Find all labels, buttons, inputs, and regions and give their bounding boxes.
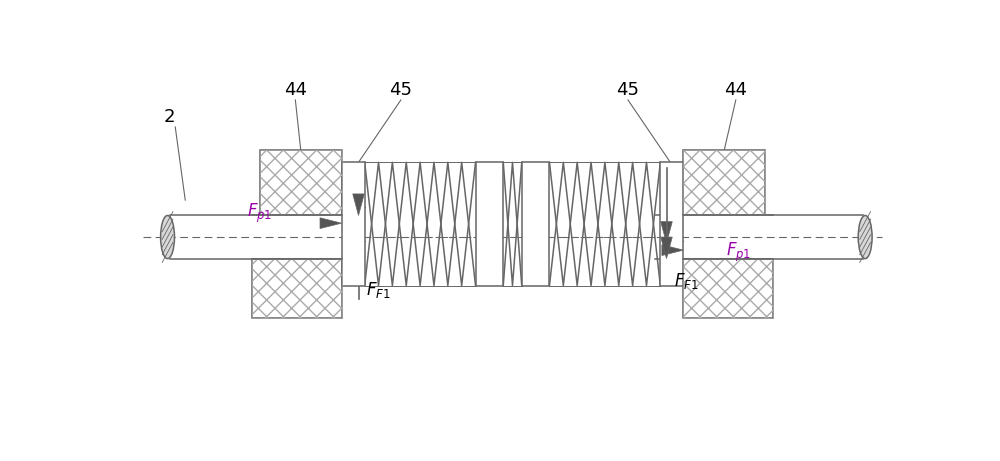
Polygon shape: [662, 245, 683, 255]
Text: 2: 2: [164, 107, 176, 125]
Text: $F_{F1}$: $F_{F1}$: [366, 280, 391, 300]
Bar: [683, 259, 773, 318]
Bar: [252, 259, 342, 318]
Polygon shape: [661, 237, 672, 259]
Text: 44: 44: [724, 81, 747, 99]
Bar: [260, 150, 342, 215]
Text: 45: 45: [389, 81, 412, 99]
Bar: [660, 162, 683, 285]
Text: $F_{F1}$: $F_{F1}$: [674, 271, 699, 290]
Bar: [260, 150, 342, 215]
Bar: [522, 162, 549, 285]
Polygon shape: [661, 222, 672, 243]
Polygon shape: [353, 194, 364, 215]
Bar: [252, 259, 342, 318]
Bar: [683, 150, 765, 215]
Polygon shape: [320, 218, 342, 229]
Bar: [476, 162, 503, 285]
Bar: [342, 162, 365, 285]
Ellipse shape: [858, 215, 872, 259]
Text: 45: 45: [617, 81, 640, 99]
Bar: [683, 259, 773, 318]
Bar: [683, 150, 765, 215]
Text: $F_{p1}$: $F_{p1}$: [247, 202, 272, 225]
Text: $F_{p1}$: $F_{p1}$: [726, 241, 751, 264]
Text: 44: 44: [284, 81, 307, 99]
Ellipse shape: [161, 215, 174, 259]
